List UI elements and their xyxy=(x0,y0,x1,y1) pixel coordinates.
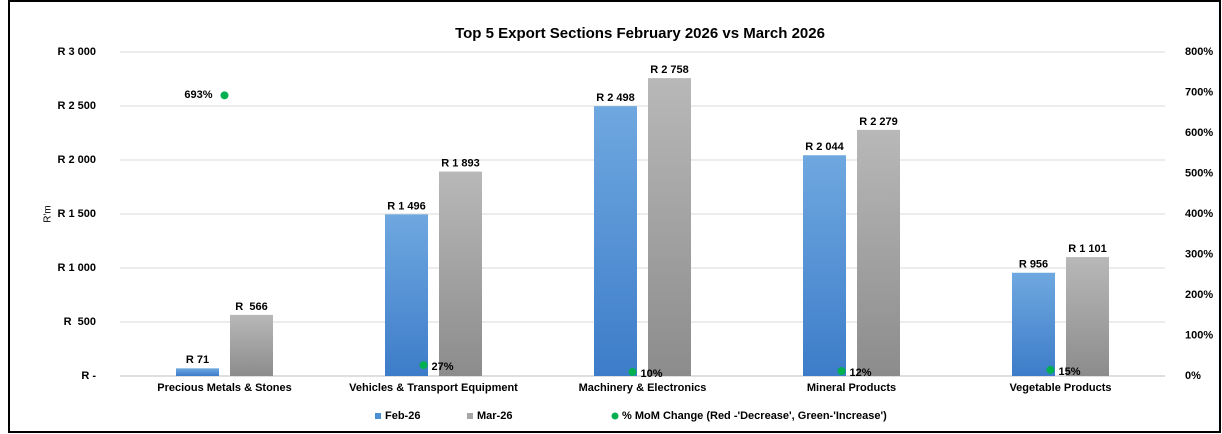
legend-label: % MoM Change (Red -'Decrease', Green-'In… xyxy=(622,410,887,422)
x-tick-label: Vehicles & Transport Equipment xyxy=(349,382,518,394)
bar xyxy=(176,368,219,376)
bar-value-label: R 71 xyxy=(186,354,209,366)
bar-value-label: R 956 xyxy=(1019,259,1048,271)
bar-value-label: R 2 758 xyxy=(650,64,689,76)
bar-value-label: R 1 496 xyxy=(387,200,426,212)
change-dot xyxy=(1046,365,1055,374)
y-tick-label: R 1 000 xyxy=(57,262,96,274)
y2-tick-label: 500% xyxy=(1185,167,1213,179)
y-tick-label: R 3 000 xyxy=(57,46,96,58)
bar-value-label: R 2 498 xyxy=(596,92,635,104)
legend-swatch xyxy=(467,413,473,419)
bar-value-label: R 566 xyxy=(235,301,267,313)
bar-value-label: R 2 044 xyxy=(805,141,844,153)
change-label: 15% xyxy=(1059,366,1081,378)
change-dot xyxy=(628,367,637,376)
x-tick-label: Machinery & Electronics xyxy=(579,382,707,394)
legend-swatch xyxy=(611,412,619,420)
chart-title: Top 5 Export Sections February 2026 vs M… xyxy=(455,25,825,42)
y-tick-label: R 2 500 xyxy=(57,100,96,112)
y2-tick-label: 200% xyxy=(1185,289,1213,301)
bar xyxy=(1012,272,1055,376)
y-tick-label: R 2 000 xyxy=(57,154,96,166)
change-label: 10% xyxy=(641,368,663,380)
bar-value-label: R 1 893 xyxy=(441,157,480,169)
bar xyxy=(648,78,691,377)
y2-tick-label: 800% xyxy=(1185,46,1213,58)
legend-label: Feb-26 xyxy=(385,410,420,422)
y-tick-label: R 500 xyxy=(64,316,96,328)
y2-tick-label: 600% xyxy=(1185,127,1213,139)
bar-value-label: R 1 101 xyxy=(1068,243,1107,255)
x-tick-label: Mineral Products xyxy=(807,382,896,394)
bar xyxy=(1066,257,1109,376)
change-label: 27% xyxy=(432,361,454,373)
bar xyxy=(594,106,637,376)
x-tick-label: Vegetable Products xyxy=(1009,382,1111,394)
x-tick-label: Precious Metals & Stones xyxy=(157,382,292,394)
y2-tick-label: 700% xyxy=(1185,86,1213,98)
change-label: 12% xyxy=(850,367,872,379)
bar xyxy=(803,155,846,376)
y2-tick-label: 300% xyxy=(1185,248,1213,260)
y2-tick-label: 400% xyxy=(1185,208,1213,220)
legend-swatch xyxy=(375,413,381,419)
bar-value-label: R 2 279 xyxy=(859,116,898,128)
bar xyxy=(439,171,482,376)
legend-label: Mar-26 xyxy=(477,410,512,422)
change-label: 693% xyxy=(184,89,212,101)
bar xyxy=(230,314,273,376)
change-dot xyxy=(837,367,846,376)
frame xyxy=(8,0,1221,433)
change-dot xyxy=(419,361,428,370)
y-tick-label: R - xyxy=(81,370,96,382)
y2-tick-label: 100% xyxy=(1185,329,1213,341)
bar xyxy=(385,214,428,376)
y-tick-label: R 1 500 xyxy=(57,208,96,220)
y2-tick-label: 0% xyxy=(1185,370,1201,382)
y-axis-title: R'm xyxy=(43,205,54,222)
change-dot xyxy=(220,91,229,100)
bar xyxy=(857,129,900,376)
